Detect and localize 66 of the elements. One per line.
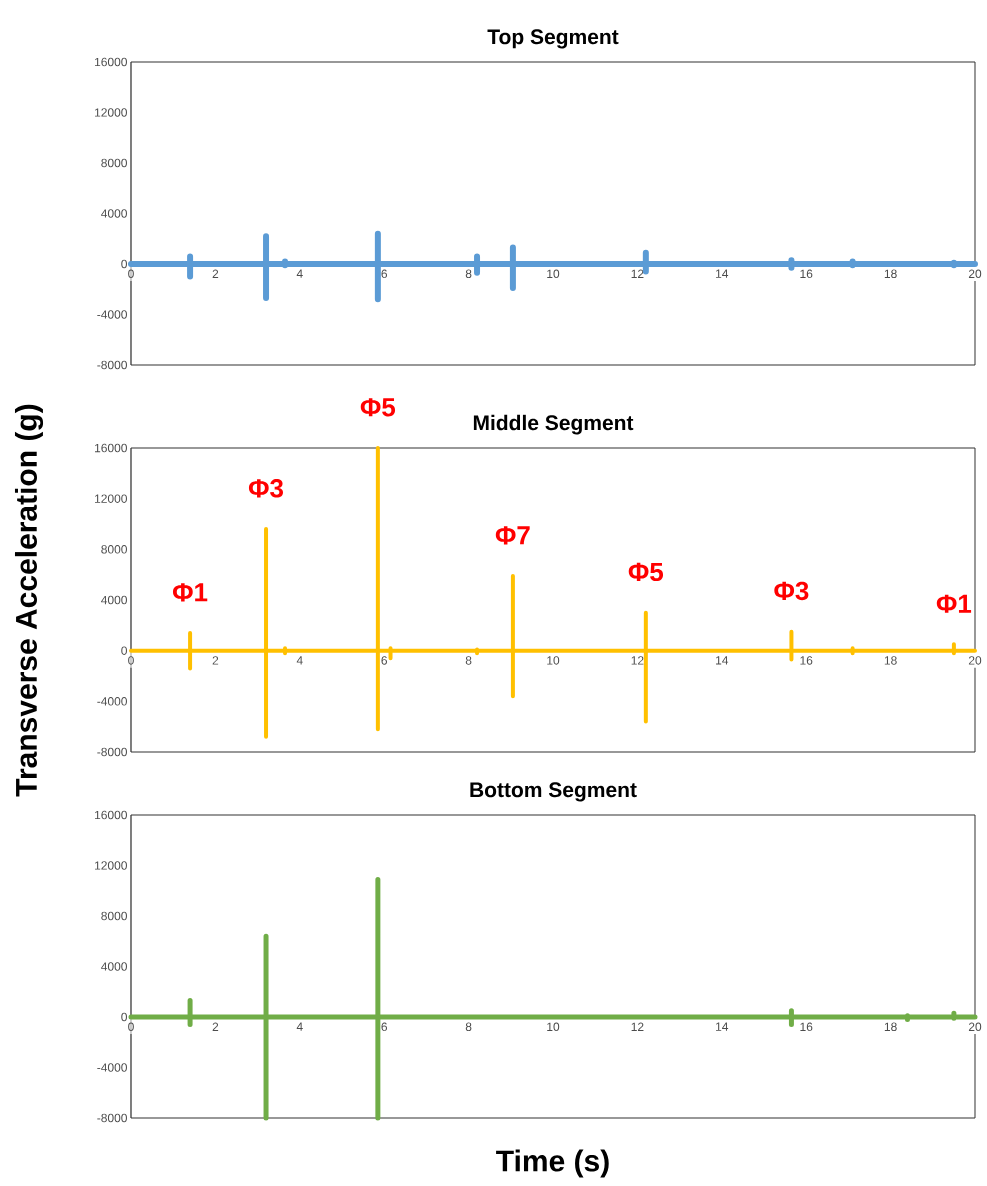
x-tick-label: 14 <box>716 1022 729 1031</box>
y-tick-label: -8000 <box>97 360 127 370</box>
annotation: Φ5 <box>628 562 664 582</box>
y-tick-label: 4000 <box>101 209 127 218</box>
y-tick-label: 16000 <box>95 810 127 820</box>
x-tick-label: 2 <box>212 269 219 278</box>
x-tick-label: 12 <box>631 656 644 665</box>
y-tick-label: 4000 <box>101 962 127 971</box>
y-tick-label: 8000 <box>101 545 127 554</box>
x-tick-label: 4 <box>296 269 303 278</box>
x-tick-label: 18 <box>884 269 897 279</box>
x-tick-label: 18 <box>884 1022 897 1032</box>
y-tick-label: 0 <box>121 646 127 655</box>
y-tick-label: 12000 <box>95 108 127 117</box>
y-tick-label: -4000 <box>97 1063 127 1072</box>
x-tick-label: 20 <box>968 269 982 279</box>
x-axis-title: Time (s) <box>496 1149 609 1178</box>
y-tick-label: 16000 <box>95 57 127 67</box>
x-tick-label: 6 <box>381 269 388 279</box>
x-tick-label: 2 <box>212 656 219 665</box>
x-tick-label: 10 <box>547 656 560 665</box>
x-tick-label: 20 <box>968 1022 982 1032</box>
y-tick-label: 12000 <box>95 494 127 503</box>
y-axis-title: Transverse Acceleration (g) <box>14 404 44 797</box>
annotation: Φ1 <box>936 594 972 613</box>
x-tick-label: 18 <box>884 656 897 665</box>
y-tick-label: -4000 <box>97 697 127 706</box>
x-tick-label: 6 <box>381 656 388 665</box>
x-tick-label: 6 <box>381 1022 388 1032</box>
y-tick-label: 4000 <box>101 595 127 605</box>
x-tick-label: 8 <box>465 269 472 279</box>
y-tick-label: 8000 <box>101 158 127 168</box>
y-tick-label: -8000 <box>97 1113 127 1123</box>
y-tick-label: 16000 <box>95 443 127 453</box>
annotation: Φ7 <box>495 526 530 545</box>
x-tick-label: 14 <box>716 269 729 278</box>
x-tick-label: 20 <box>968 656 982 665</box>
x-tick-label: 4 <box>296 656 303 665</box>
x-tick-label: 14 <box>716 656 729 665</box>
x-tick-label: 0 <box>128 1022 134 1032</box>
y-tick-label: -8000 <box>97 747 127 757</box>
y-tick-label: 0 <box>121 1012 127 1022</box>
chart-title: Bottom Segment <box>470 782 637 802</box>
x-tick-label: 10 <box>547 269 560 279</box>
y-tick-label: 8000 <box>101 911 127 921</box>
y-tick-label: 12000 <box>95 861 127 870</box>
x-tick-label: 16 <box>800 1022 813 1032</box>
x-tick-label: 0 <box>128 656 134 665</box>
annotation: Φ3 <box>774 581 809 601</box>
x-tick-label: 2 <box>212 1022 219 1031</box>
annotation: Φ3 <box>248 479 283 498</box>
chart-title: Top Segment <box>487 29 619 49</box>
x-tick-label: 0 <box>128 269 134 279</box>
x-tick-label: 16 <box>800 269 813 279</box>
annotation: Φ1 <box>172 583 208 602</box>
x-tick-label: 12 <box>631 269 644 278</box>
x-tick-label: 8 <box>465 656 472 665</box>
x-tick-label: 12 <box>631 1022 644 1031</box>
chart-title: Middle Segment <box>473 414 634 435</box>
x-tick-label: 4 <box>296 1022 303 1031</box>
y-tick-label: -4000 <box>97 310 127 319</box>
x-tick-label: 10 <box>547 1022 560 1032</box>
x-tick-label: 8 <box>465 1022 472 1032</box>
y-tick-label: 0 <box>121 259 127 269</box>
x-tick-label: 16 <box>800 656 813 665</box>
annotation: Φ5 <box>360 398 396 417</box>
